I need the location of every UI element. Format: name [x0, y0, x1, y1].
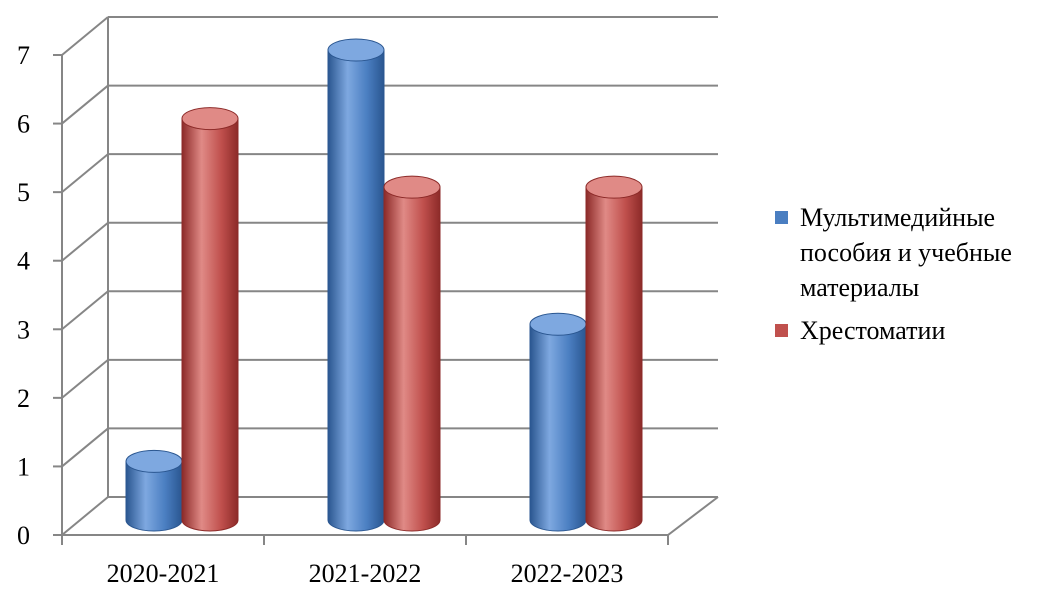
gridline-side-7: [61, 16, 109, 56]
legend-label-series-2: Хрестоматии: [800, 316, 946, 345]
gridline-side-5: [61, 153, 109, 193]
x-axis-ticks: 2020-2021 2021-2022 2022-2023: [107, 559, 624, 588]
y-tick-label-0: 0: [17, 521, 30, 550]
legend-label-series-1: Мультимедийные пособия и учебные материа…: [800, 203, 1012, 302]
bars: [125, 38, 643, 532]
bar-top-2-2021-2022: [383, 175, 441, 199]
bar-top-1-2022-2023: [529, 312, 587, 336]
gridline-side-2: [61, 359, 109, 399]
y-tick-label-2: 2: [17, 384, 30, 413]
bar-1-2020-2021: [125, 460, 183, 532]
bar-top-2-2020-2021: [181, 107, 239, 131]
gridline-side-3: [61, 290, 109, 331]
bar-1-2021-2022: [327, 49, 385, 532]
axes: [53, 17, 719, 545]
bar-top-1-2020-2021: [125, 449, 183, 473]
bar-2-2022-2023: [585, 186, 643, 532]
x-tick-label-2: 2022-2023: [511, 559, 624, 588]
legend-swatch-series-2: [775, 324, 788, 337]
gridline-side-1: [61, 427, 109, 468]
x-tick-label-1: 2021-2022: [309, 559, 422, 588]
y-tick-label-1: 1: [17, 452, 30, 481]
y-tick-label-6: 6: [17, 110, 30, 139]
y-tick-label-4: 4: [17, 247, 30, 276]
gridline-side-0: [61, 496, 109, 536]
gridline-side-4: [61, 221, 109, 262]
x-tick-label-0: 2020-2021: [107, 559, 220, 588]
legend-swatch-series-1: [775, 211, 788, 224]
y-tick-label-7: 7: [17, 41, 30, 70]
bar-top-1-2021-2022: [327, 38, 385, 62]
bar-top-2-2022-2023: [585, 175, 643, 199]
legend-item-series-2: Хрестоматии: [775, 313, 1045, 348]
legend: Мультимедийные пособия и учебные материа…: [775, 200, 1045, 356]
bar-2-2020-2021: [181, 118, 239, 532]
legend-item-series-1: Мультимедийные пособия и учебные материа…: [775, 200, 1045, 305]
gridline-side-6: [61, 84, 109, 125]
bar-1-2022-2023: [529, 323, 587, 532]
y-axis-ticks: 0 1 2 3 4 5 6 7: [17, 41, 30, 550]
y-tick-label-3: 3: [17, 315, 30, 344]
y-tick-label-5: 5: [17, 178, 30, 207]
bar-2-2021-2022: [383, 186, 441, 532]
